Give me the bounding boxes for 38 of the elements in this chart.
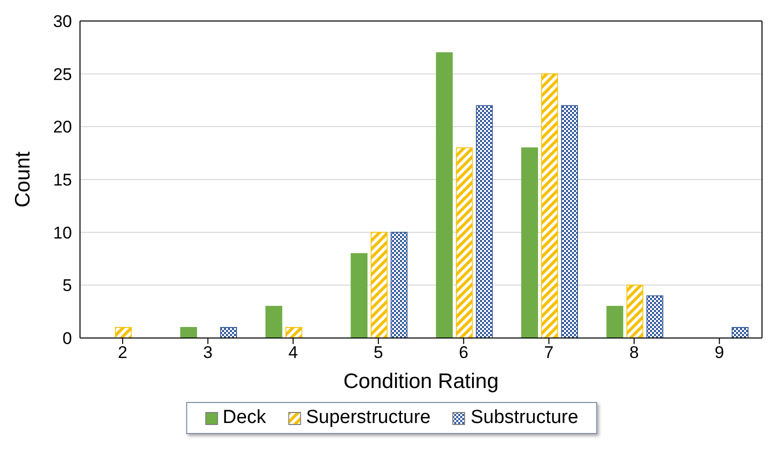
x-tick-label: 7 xyxy=(544,343,554,362)
y-tick-label: 15 xyxy=(53,170,72,190)
bar xyxy=(456,147,473,338)
legend-label: Deck xyxy=(222,407,266,429)
y-tick-label: 20 xyxy=(53,118,72,137)
bar xyxy=(390,232,408,338)
y-axis-title: Count xyxy=(11,151,34,208)
bar xyxy=(350,253,368,338)
y-tick-label: 10 xyxy=(53,223,72,242)
bar xyxy=(370,232,388,338)
x-tick-label: 3 xyxy=(203,343,213,362)
y-tick-label: 30 xyxy=(53,12,72,32)
y-tick-label: 25 xyxy=(53,64,72,84)
bar xyxy=(541,73,558,338)
x-tick-label: 6 xyxy=(458,343,468,362)
x-axis-title: Condition Rating xyxy=(343,370,499,393)
bar xyxy=(561,105,578,338)
y-tick-label: 0 xyxy=(62,329,72,348)
x-tick-label: 5 xyxy=(374,343,384,362)
bar xyxy=(265,306,282,338)
bar xyxy=(732,327,748,338)
bar xyxy=(476,105,493,338)
bar xyxy=(646,295,664,338)
legend-label: Substructure xyxy=(470,407,578,429)
bar xyxy=(180,327,197,338)
y-tick-label: 5 xyxy=(62,276,72,296)
bar xyxy=(626,284,644,338)
bar xyxy=(114,327,132,338)
legend-label: Superstructure xyxy=(306,407,431,429)
x-tick-label: 4 xyxy=(288,343,298,362)
bar xyxy=(436,52,453,338)
bar xyxy=(606,306,624,338)
bar xyxy=(521,147,538,338)
bar xyxy=(220,327,237,338)
bar xyxy=(285,327,302,338)
x-tick-label: 8 xyxy=(629,343,639,362)
x-tick-label: 2 xyxy=(118,343,128,362)
x-tick-label: 9 xyxy=(714,343,724,362)
